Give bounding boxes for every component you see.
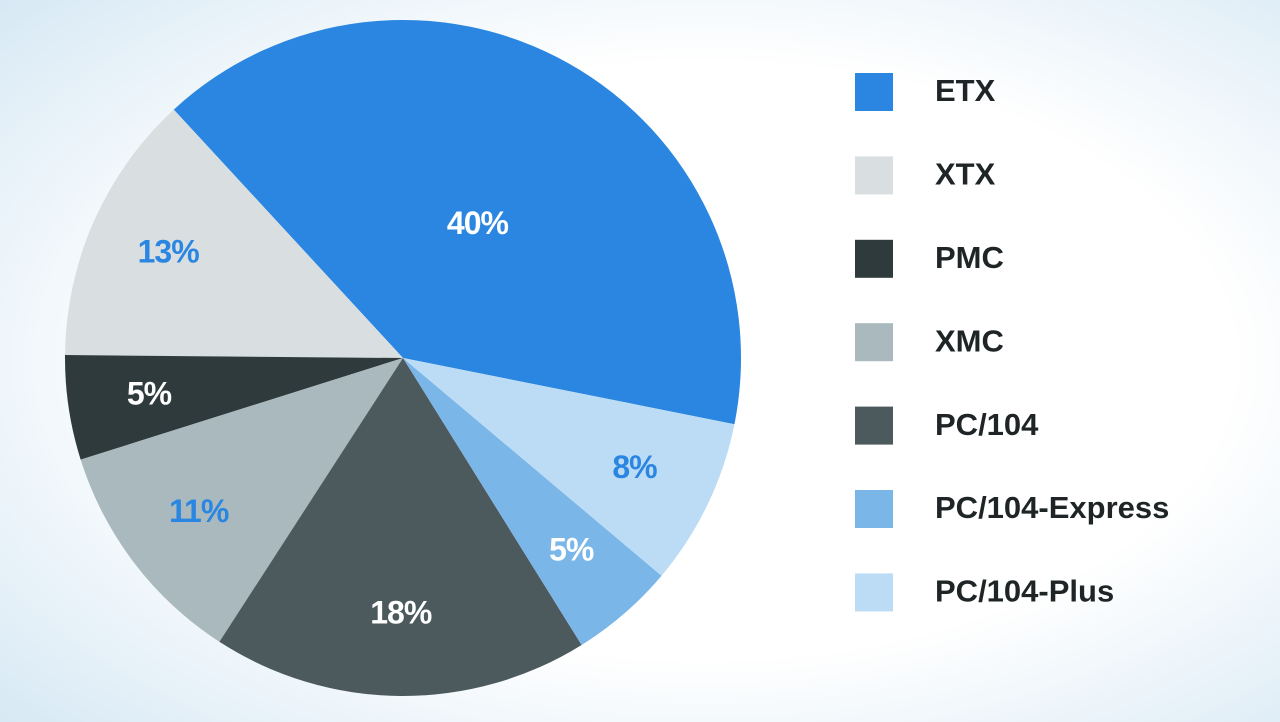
slice-label: 18% [370,594,432,630]
slice-label: 13% [138,233,200,269]
legend-label: PC/104-Plus [935,574,1114,609]
legend-label: XTX [935,157,996,192]
pie-slice [403,358,662,645]
legend-label: PC/104 [935,407,1039,442]
pie-slice [403,358,735,576]
legend-label: PC/104-Express [935,490,1169,525]
legend-swatch [855,323,893,362]
legend-swatch [855,73,893,111]
pie-slice [219,358,582,696]
pie-slice [65,355,403,460]
pie-slice [65,109,403,358]
pie-slice [173,20,741,425]
legend-swatch [855,406,893,445]
legend-swatch [855,156,893,195]
slice-label: 5% [549,532,594,568]
legend-swatch [855,573,893,612]
legend-label: XMC [935,323,1004,358]
slice-label: 8% [612,449,657,485]
legend-label: PMC [935,240,1004,275]
pie-slice [80,358,403,642]
legend-label: ETX [935,73,996,108]
slice-label: 5% [127,375,172,411]
slice-label: 11% [169,493,229,529]
legend-swatch [855,239,893,278]
legend-swatch [855,490,893,528]
slice-label: 40% [447,205,509,241]
